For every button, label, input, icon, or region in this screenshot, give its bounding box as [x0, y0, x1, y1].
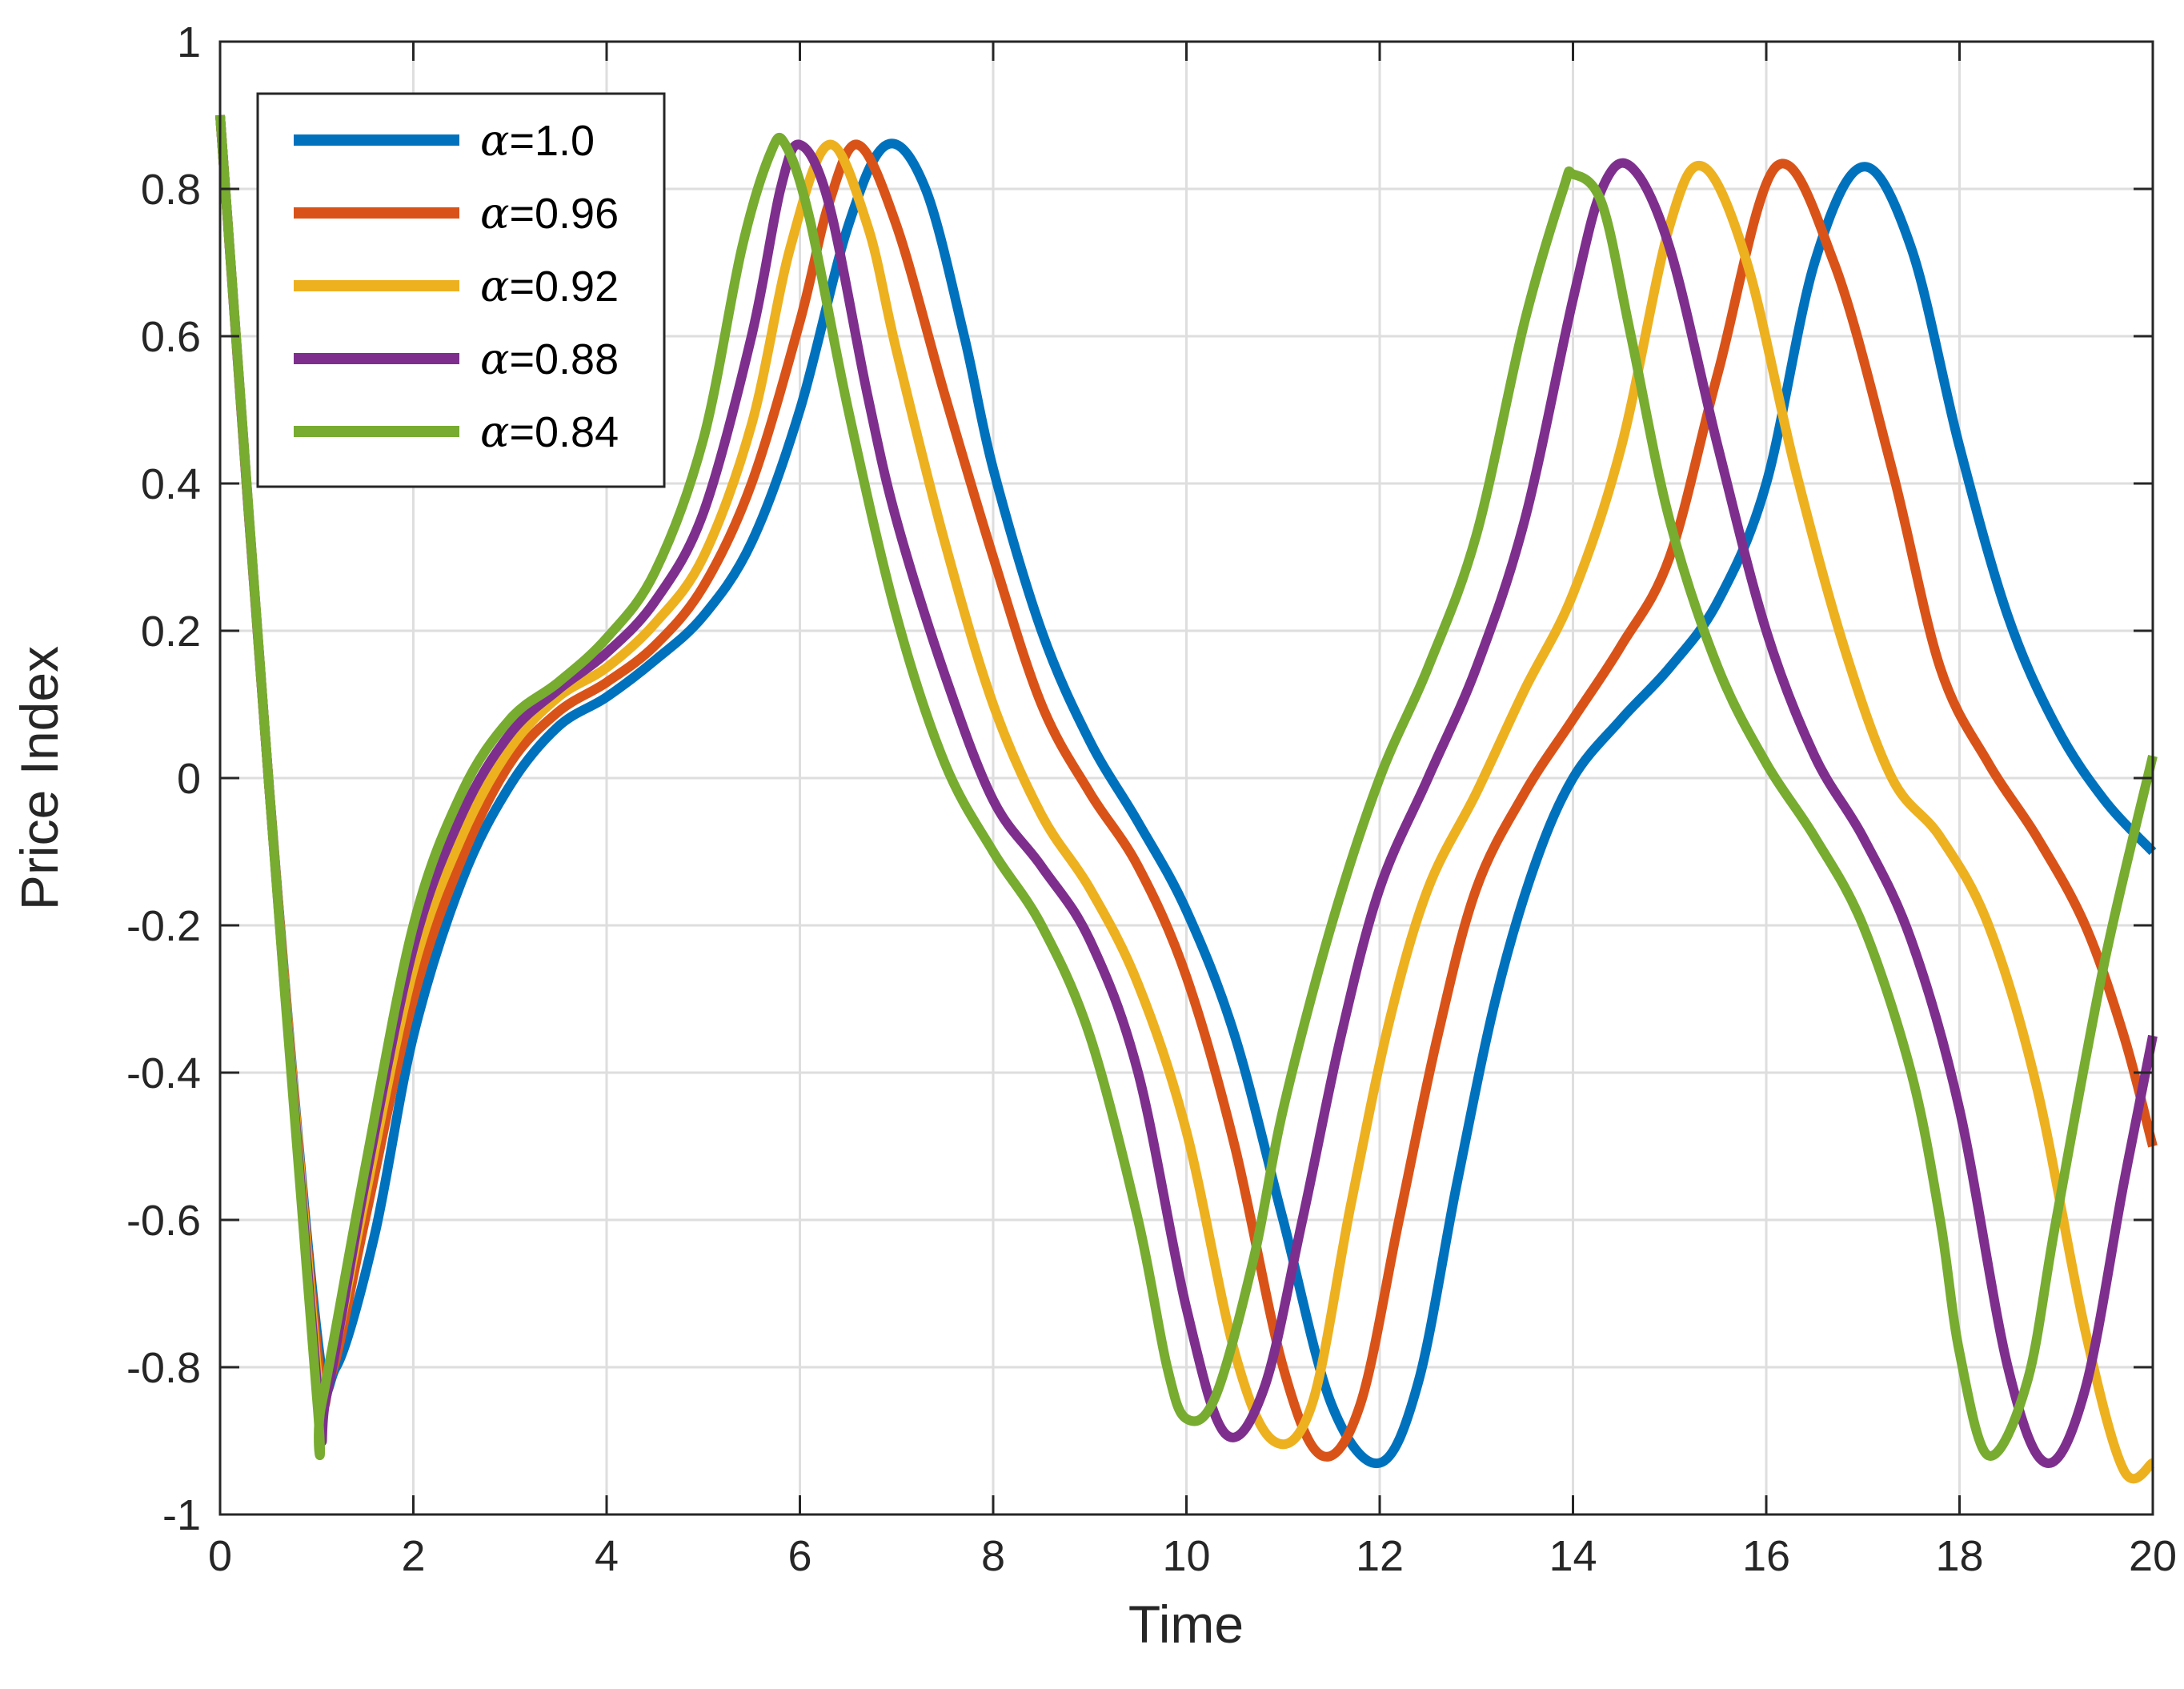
- legend-entry-label: α=0.84: [480, 407, 619, 457]
- x-tick-label: 2: [401, 1532, 425, 1580]
- legend: α=1.0 α=0.96 α=0.92 α=0.88 α=0.84: [256, 92, 666, 488]
- legend-entry-label: α=1.0: [480, 115, 595, 166]
- x-tick-label: 0: [208, 1532, 232, 1580]
- y-tick-label: 0.6: [141, 313, 201, 361]
- y-tick-label: 0.8: [141, 166, 201, 214]
- x-tick-label: 18: [1935, 1532, 1983, 1580]
- y-tick-label: -1: [162, 1491, 201, 1539]
- y-tick-label: -0.2: [126, 902, 201, 950]
- tick-labels: 0 2 4 6 8 10 12 14 16 18 20 -1 -0.8 -0.6 -0.4 -0.2 0 0.2 0…: [126, 18, 2177, 1580]
- axes: [218, 40, 2154, 1516]
- series-line-3: [215, 114, 2156, 1484]
- x-tick-label: 12: [1356, 1532, 1404, 1580]
- x-tick-label: 8: [981, 1532, 1005, 1580]
- y-axis-title: Price Index: [10, 646, 69, 910]
- series-line-2: [215, 114, 2158, 1462]
- x-tick-label: 10: [1162, 1532, 1210, 1580]
- series-line-1: [215, 114, 2157, 1469]
- x-tick-label: 20: [2129, 1532, 2177, 1580]
- legend-entry-label: α=0.88: [480, 334, 619, 384]
- x-tick-label: 6: [787, 1532, 811, 1580]
- y-tick-label: -0.8: [126, 1344, 201, 1392]
- series-lines: [215, 114, 2158, 1484]
- x-axis-title: Time: [1128, 1595, 1244, 1654]
- x-tick-label: 4: [595, 1532, 619, 1580]
- y-tick-label: -0.4: [126, 1049, 201, 1097]
- x-tick-label: 16: [1742, 1532, 1790, 1580]
- legend-entry-label: α=0.96: [480, 188, 619, 239]
- series-line-5: [215, 114, 2158, 1461]
- y-tick-label: 0: [177, 755, 201, 803]
- x-tick-label: 14: [1549, 1532, 1597, 1580]
- y-tick-label: 0.2: [141, 608, 201, 656]
- y-tick-label: 0.4: [141, 460, 201, 508]
- series-line-4: [215, 114, 2158, 1468]
- y-tick-label: 1: [177, 18, 201, 66]
- y-tick-label: -0.6: [126, 1197, 201, 1245]
- legend-entry-label: α=0.92: [480, 261, 619, 311]
